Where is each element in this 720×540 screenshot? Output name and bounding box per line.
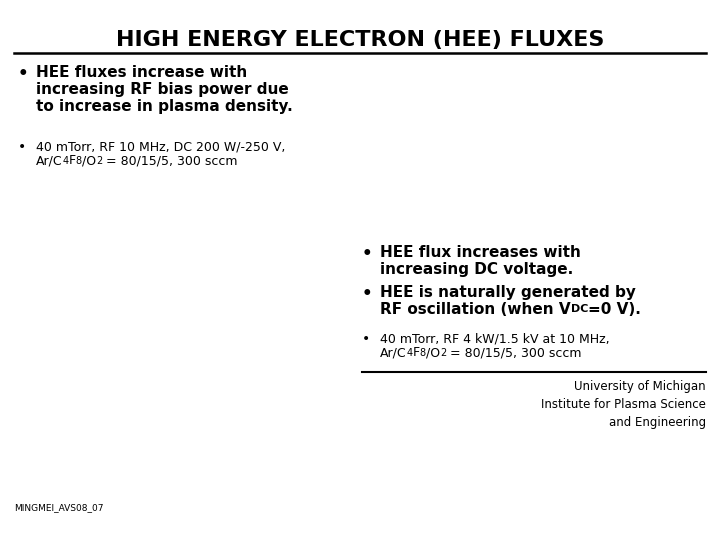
Text: /O: /O — [82, 154, 96, 167]
Text: F: F — [413, 346, 420, 359]
Text: =0 V).: =0 V). — [588, 302, 641, 317]
Text: •: • — [362, 285, 373, 303]
Text: Ar/C: Ar/C — [36, 154, 63, 167]
Text: = 80/15/5, 300 sccm: = 80/15/5, 300 sccm — [446, 346, 582, 359]
Text: 40 mTorr, RF 10 MHz, DC 200 W/-250 V,: 40 mTorr, RF 10 MHz, DC 200 W/-250 V, — [36, 140, 285, 153]
Text: MINGMEI_AVS08_07: MINGMEI_AVS08_07 — [14, 503, 104, 512]
Text: 8: 8 — [76, 156, 82, 166]
Text: HEE is naturally generated by: HEE is naturally generated by — [380, 285, 636, 300]
Text: •: • — [18, 140, 26, 154]
Text: University of Michigan
Institute for Plasma Science
and Engineering: University of Michigan Institute for Pla… — [541, 380, 706, 429]
Text: 2: 2 — [96, 156, 102, 166]
Text: •: • — [18, 65, 29, 83]
Text: HEE fluxes increase with: HEE fluxes increase with — [36, 65, 247, 80]
Text: 8: 8 — [420, 348, 426, 358]
Text: RF oscillation (when V: RF oscillation (when V — [380, 302, 571, 317]
Text: increasing RF bias power due: increasing RF bias power due — [36, 82, 289, 97]
Text: 4: 4 — [63, 156, 68, 166]
Text: •: • — [362, 332, 370, 346]
Text: 4: 4 — [407, 348, 413, 358]
Text: HIGH ENERGY ELECTRON (HEE) FLUXES: HIGH ENERGY ELECTRON (HEE) FLUXES — [116, 30, 604, 50]
Text: DC: DC — [571, 304, 588, 314]
Text: = 80/15/5, 300 sccm: = 80/15/5, 300 sccm — [102, 154, 238, 167]
Text: to increase in plasma density.: to increase in plasma density. — [36, 99, 293, 114]
Text: F: F — [68, 154, 76, 167]
Text: HEE flux increases with: HEE flux increases with — [380, 245, 581, 260]
Text: /O: /O — [426, 346, 440, 359]
Text: Ar/C: Ar/C — [380, 346, 407, 359]
Text: increasing DC voltage.: increasing DC voltage. — [380, 262, 573, 277]
Text: •: • — [362, 245, 373, 263]
Text: 40 mTorr, RF 4 kW/1.5 kV at 10 MHz,: 40 mTorr, RF 4 kW/1.5 kV at 10 MHz, — [380, 332, 610, 345]
Text: 2: 2 — [440, 348, 446, 358]
